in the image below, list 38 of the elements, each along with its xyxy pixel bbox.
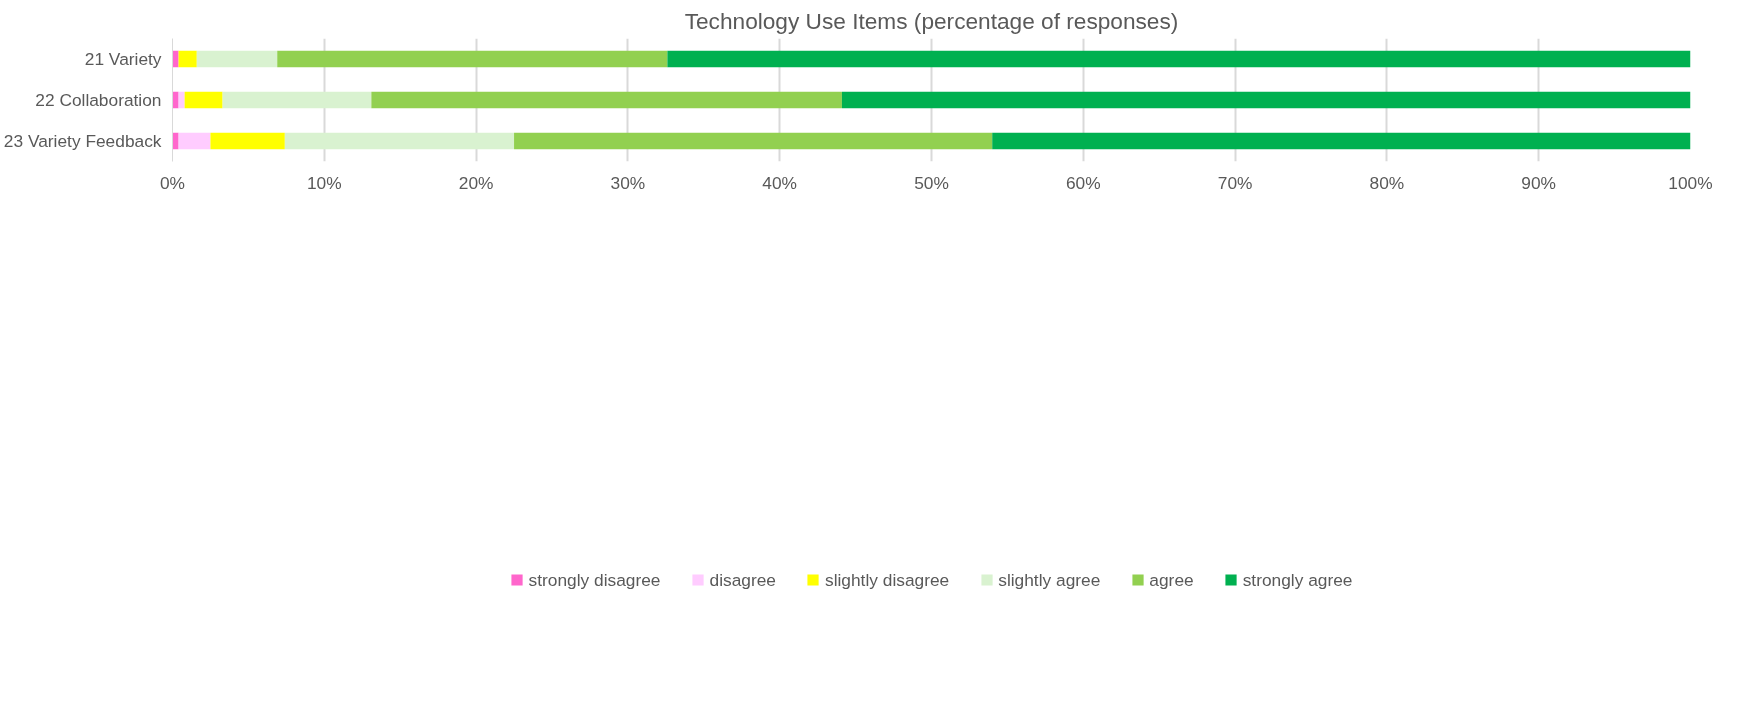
x-tick-label: 70% — [1217, 172, 1253, 193]
legend-label: disagree — [709, 569, 776, 591]
x-tick-label: 100% — [1668, 172, 1713, 193]
y-tick-label: 23 Variety Feedback — [3, 131, 162, 151]
legend-label: agree — [1149, 569, 1194, 591]
bar — [172, 132, 179, 150]
chart-title: Technology Use Items (percentage of responses) — [684, 7, 1179, 34]
bar — [210, 132, 285, 150]
y-tick-label: 22 Collaboration — [35, 90, 162, 110]
bar — [222, 91, 372, 109]
x-tick-label: 20% — [458, 172, 494, 193]
bar — [277, 50, 668, 68]
bar — [196, 50, 278, 68]
bar — [178, 132, 211, 150]
x-tick-label: 60% — [1065, 172, 1101, 193]
bar — [841, 91, 1691, 109]
legend-label: slightly agree — [998, 569, 1101, 591]
x-tick-label: 50% — [914, 172, 949, 193]
bar — [514, 132, 993, 150]
legend-label: strongly disagree — [528, 569, 661, 591]
bar — [992, 132, 1691, 150]
bar — [184, 91, 223, 109]
x-tick-label: 30% — [610, 172, 646, 193]
legend-label: slightly disagree — [824, 569, 950, 591]
legend-label: strongly agree — [1242, 569, 1353, 591]
x-tick-label: 40% — [762, 172, 798, 193]
x-tick-label: 80% — [1369, 172, 1405, 193]
bar — [284, 132, 515, 150]
bar — [371, 91, 842, 109]
bar — [667, 50, 1691, 68]
bar — [172, 50, 179, 68]
y-tick-label: 21 Variety — [84, 49, 162, 69]
x-tick-label: 10% — [306, 172, 342, 193]
bar — [172, 91, 179, 109]
bar — [178, 50, 197, 68]
x-tick-label: 90% — [1521, 172, 1557, 193]
bar — [178, 91, 185, 109]
x-tick-label: 0% — [159, 172, 186, 193]
